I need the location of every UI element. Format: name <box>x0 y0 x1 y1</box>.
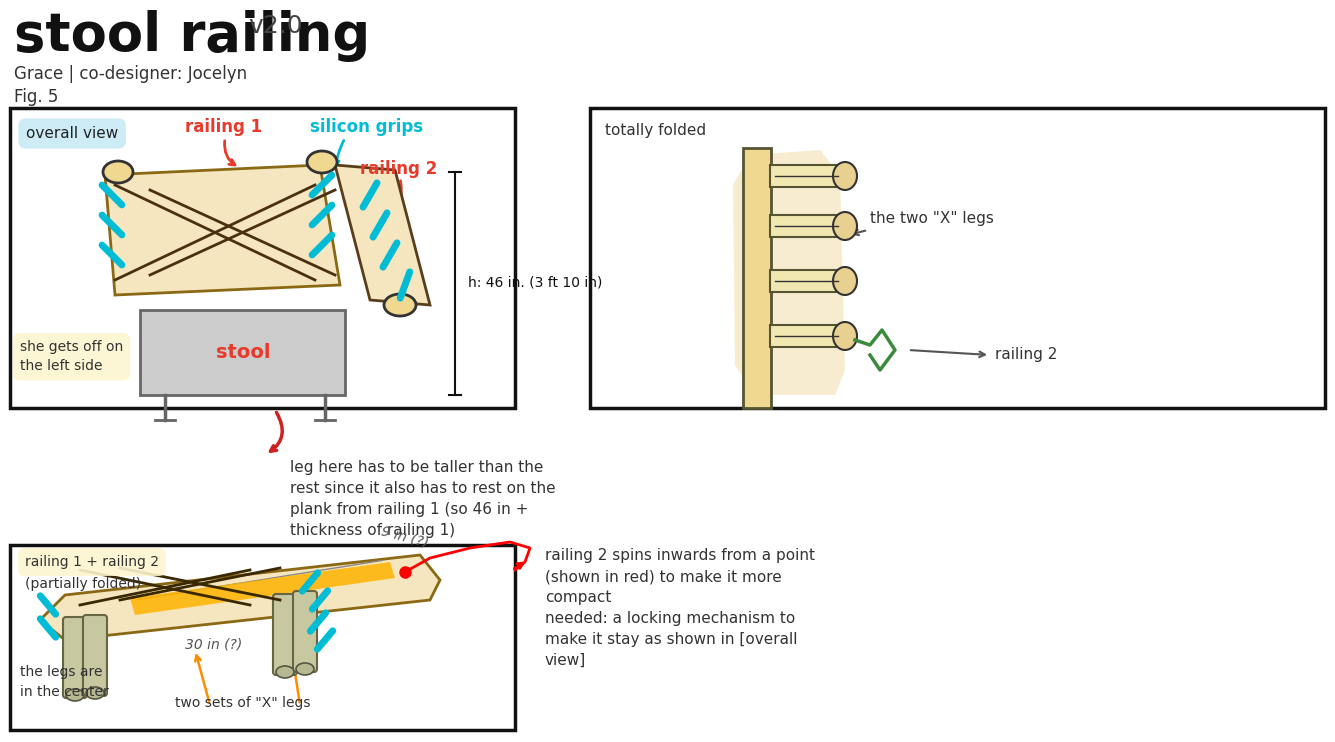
Polygon shape <box>733 150 845 395</box>
Ellipse shape <box>65 689 84 701</box>
Text: 30 in (?): 30 in (?) <box>186 638 242 652</box>
Ellipse shape <box>833 267 857 295</box>
Text: railing 1: railing 1 <box>186 118 262 136</box>
Ellipse shape <box>833 322 857 350</box>
Ellipse shape <box>276 666 294 678</box>
Ellipse shape <box>85 687 104 699</box>
Text: totally folded: totally folded <box>605 123 706 138</box>
Bar <box>770 215 842 237</box>
Polygon shape <box>105 165 340 295</box>
Text: she gets off on
the left side: she gets off on the left side <box>20 340 123 373</box>
Bar <box>590 108 1326 408</box>
Bar <box>9 545 515 730</box>
Ellipse shape <box>384 294 417 316</box>
Ellipse shape <box>307 151 336 173</box>
Text: (partially folded): (partially folded) <box>25 577 142 591</box>
FancyBboxPatch shape <box>63 617 87 698</box>
Text: the two "X" legs: the two "X" legs <box>870 211 993 226</box>
Ellipse shape <box>833 162 857 190</box>
Bar <box>744 148 772 408</box>
Text: silicon grips: silicon grips <box>310 118 423 136</box>
Polygon shape <box>129 562 395 615</box>
Ellipse shape <box>833 212 857 240</box>
Polygon shape <box>40 555 441 640</box>
Text: h: 46 in. (3 ft 10 in): h: 46 in. (3 ft 10 in) <box>469 276 602 290</box>
Text: railing 2 spins inwards from a point
(shown in red) to make it more
compact
need: railing 2 spins inwards from a point (sh… <box>545 548 814 668</box>
Bar <box>770 270 842 292</box>
Bar <box>140 310 344 395</box>
Text: Grace | co-designer: Jocelyn: Grace | co-designer: Jocelyn <box>13 65 247 83</box>
FancyBboxPatch shape <box>272 594 296 675</box>
Text: railing 2: railing 2 <box>360 160 438 178</box>
Text: stool railing: stool railing <box>13 10 370 62</box>
Text: the legs are
in the center: the legs are in the center <box>20 665 108 698</box>
Text: Fig. 5: Fig. 5 <box>13 88 59 106</box>
Text: overall view: overall view <box>25 126 119 141</box>
Text: railing 1 + railing 2: railing 1 + railing 2 <box>25 555 159 569</box>
Text: two sets of "X" legs: two sets of "X" legs <box>175 696 311 710</box>
Bar <box>770 165 842 187</box>
Polygon shape <box>335 165 430 305</box>
FancyBboxPatch shape <box>83 615 107 696</box>
Ellipse shape <box>296 663 314 675</box>
Bar <box>770 325 842 347</box>
Text: leg here has to be taller than the
rest since it also has to rest on the
plank f: leg here has to be taller than the rest … <box>290 460 555 538</box>
Ellipse shape <box>103 161 134 183</box>
FancyBboxPatch shape <box>292 591 316 672</box>
Text: v2.0: v2.0 <box>248 14 303 38</box>
Text: railing 2: railing 2 <box>995 347 1057 363</box>
Text: stool: stool <box>216 344 270 363</box>
Bar <box>9 108 515 408</box>
Text: 9 in (?): 9 in (?) <box>380 524 430 550</box>
